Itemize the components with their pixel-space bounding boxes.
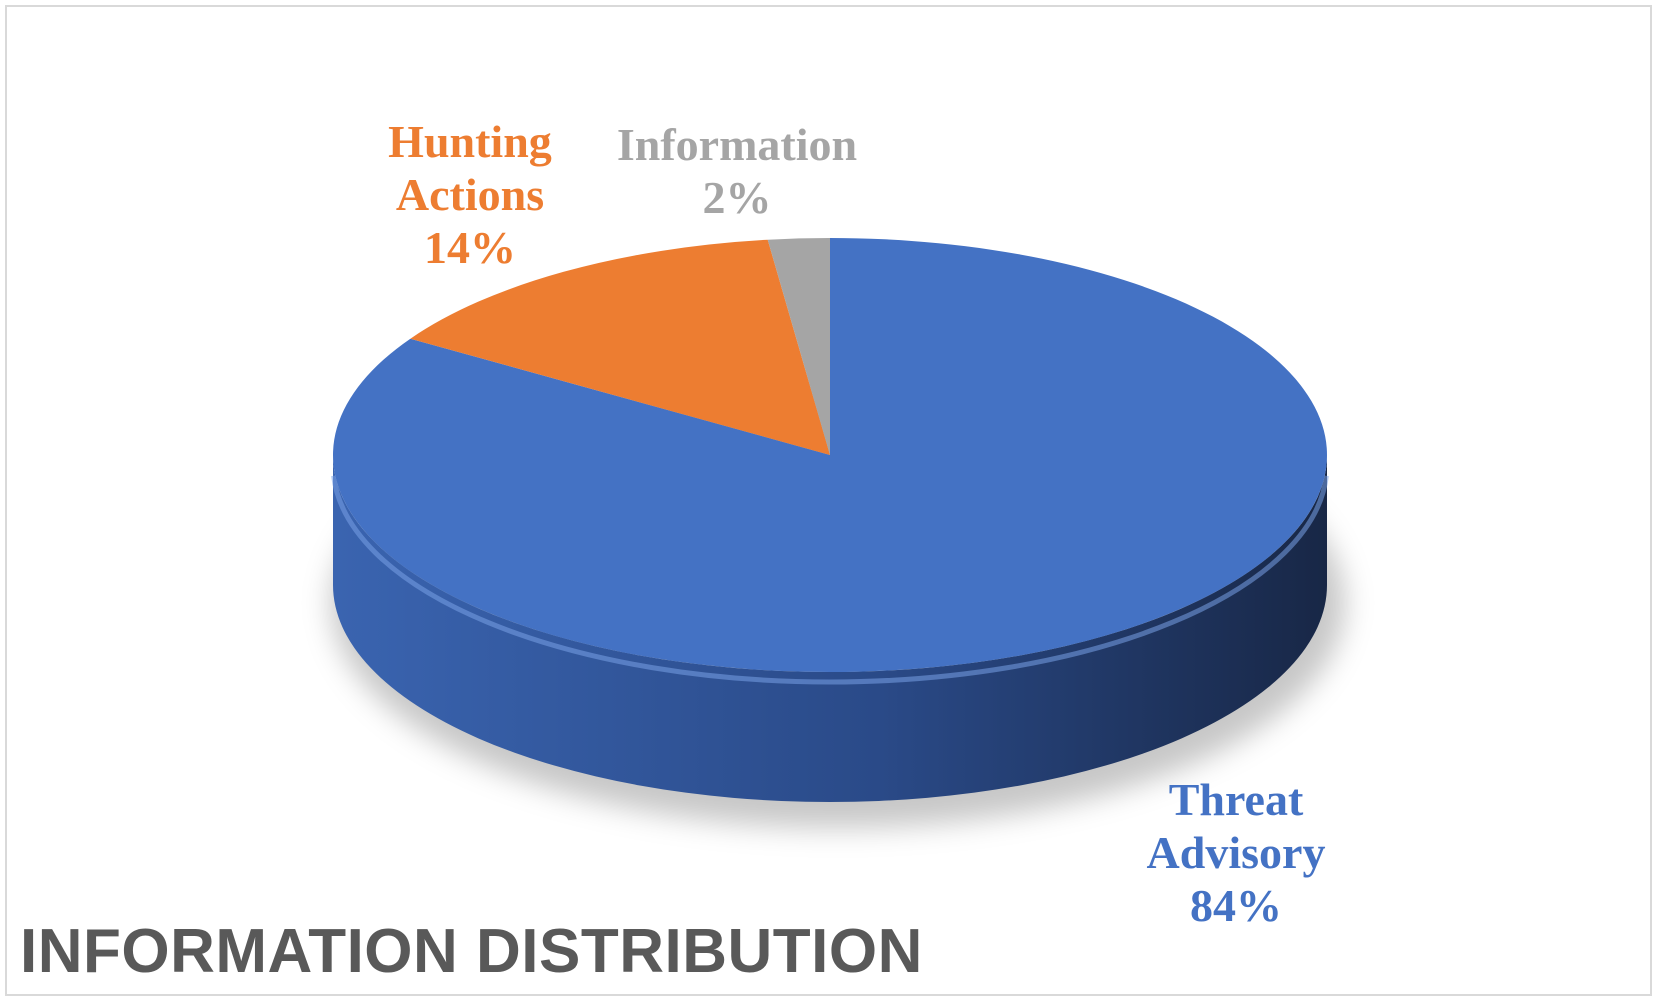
- data-label-information: Information 2%: [617, 119, 857, 223]
- pie-slice-threat-advisory: [332, 238, 1327, 672]
- pie-side-walls: [331, 455, 1329, 802]
- pie-slice-hunting-actions: [410, 239, 830, 455]
- data-label-name: Threat: [1169, 774, 1304, 825]
- pie-top-faces: [332, 238, 1327, 672]
- data-label-hunting-actions: Hunting Actions 14%: [388, 116, 552, 273]
- data-label-value: 84%: [1190, 880, 1282, 931]
- pie-slice-information: [767, 238, 830, 455]
- data-label-name: Advisory: [1147, 827, 1326, 878]
- data-label-value: 2%: [703, 172, 772, 223]
- pie-side-threat-advisory: [333, 455, 1327, 802]
- data-label-name: Actions: [396, 169, 544, 220]
- data-label-name: Hunting: [388, 116, 552, 167]
- data-label-threat-advisory: Threat Advisory 84%: [1147, 774, 1326, 931]
- pie-rim-highlight: [331, 475, 1329, 685]
- data-label-value: 14%: [424, 222, 516, 273]
- pie-labels: Threat Advisory 84% Hunting Actions 14% Inform…: [388, 116, 1325, 931]
- chart-title: INFORMATION DISTRIBUTION: [20, 917, 923, 986]
- data-label-name: Information: [617, 119, 857, 170]
